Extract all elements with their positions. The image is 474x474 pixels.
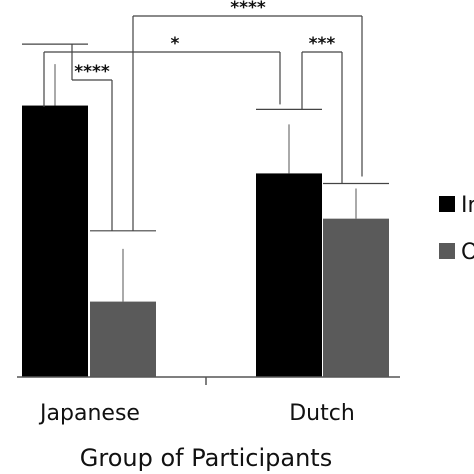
sig-label-japanese-in-vs-o: **** xyxy=(74,62,110,82)
bar-japanese-in xyxy=(22,105,88,377)
x-axis-title: Group of Participants xyxy=(80,444,332,472)
legend: In O xyxy=(439,193,474,265)
bar-dutch-in xyxy=(256,173,322,377)
legend-swatch-in xyxy=(439,196,455,212)
bar-dutch-o xyxy=(323,218,389,377)
x-tick-label-japanese: Japanese xyxy=(38,401,140,426)
legend-label-o: O xyxy=(461,240,474,265)
sig-label-japanese-vs-dutch: * xyxy=(171,34,180,54)
legend-label-in: In xyxy=(461,193,474,218)
significance-brackets-layer xyxy=(22,15,389,232)
bar-japanese-o xyxy=(90,301,156,377)
legend-swatch-o xyxy=(439,243,455,259)
sig-label-dutch-in-vs-o: *** xyxy=(309,34,336,54)
x-tick-label-dutch: Dutch xyxy=(289,401,355,426)
sig-label-o-japanese-vs-dutch: **** xyxy=(230,0,266,18)
bars-layer xyxy=(22,105,389,377)
error-bars-layer xyxy=(54,64,357,302)
